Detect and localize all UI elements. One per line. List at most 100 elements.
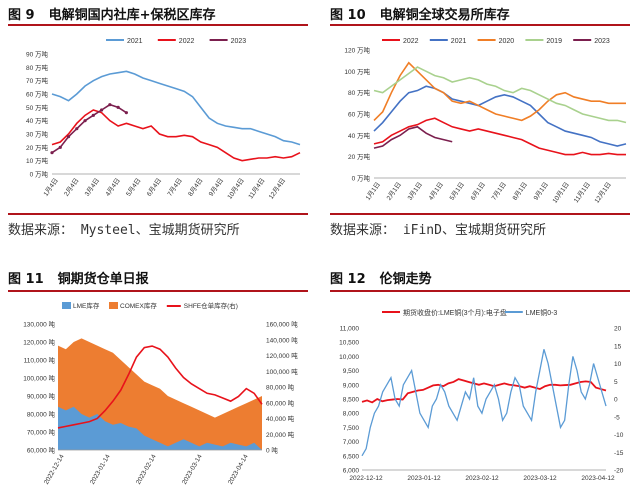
xtick-label-2: 3月4日: [83, 177, 101, 198]
xtick-label-11: 12月1日: [593, 181, 613, 205]
ytick-right-label-0: 0 吨: [266, 446, 278, 455]
figure-11-title: 图 11 铜期货仓单日报: [8, 268, 149, 287]
ytick-label-1: 10 万吨: [26, 156, 49, 165]
ytick-right-label-3: 60,000 吨: [266, 398, 295, 407]
series-point-2023-9: [124, 111, 128, 115]
ytick-left-label-7: 9,500: [343, 368, 360, 375]
xtick-label-1: 2023-01-12: [407, 475, 441, 482]
figure-12-chart: 6,000 6,500 7,000 7,500 8,000 8,500 9,000 9,500…: [339, 308, 624, 482]
xtick-label-10: 11月1日: [572, 181, 592, 205]
chart0-legend-label-1: 2022: [179, 38, 195, 45]
series-point-2023-3: [75, 127, 79, 131]
figure-11-heading: 铜期货仓单日报: [57, 272, 149, 287]
xtick-label-7: 8月1日: [511, 181, 529, 202]
ytick-label-4: 80 万吨: [348, 88, 371, 97]
series-line-2023: [373, 125, 453, 149]
ytick-label-5: 100 万吨: [344, 67, 370, 76]
xtick-label-0: 2022-12-14: [43, 453, 66, 486]
figure-12-number: 图 12: [330, 272, 366, 287]
ytick-label-6: 120 万吨: [344, 46, 370, 55]
ytick-left-label-2: 80,000 吨: [27, 410, 56, 419]
xtick-label-9: 10月1日: [551, 181, 571, 205]
figure-11-number: 图 11: [8, 272, 44, 287]
ytick-label-5: 50 万吨: [26, 103, 49, 112]
series-area-COMEX库存: [58, 338, 262, 450]
ytick-right-label-5: 5: [614, 379, 618, 386]
xtick-label-3: 2023-03-14: [181, 453, 204, 486]
xtick-label-0: 1月4日: [42, 177, 60, 198]
figure-9-chart: 0 万吨 10 万吨 20 万吨 30 万吨 40 万吨 50 万吨 60 万吨 70 万吨 8…: [26, 38, 301, 201]
ytick-right-label-4: 80,000 吨: [266, 383, 295, 392]
ytick-right-label-2: 40,000 吨: [266, 414, 295, 423]
series-line-2020: [373, 61, 626, 122]
ytick-left-label-0: 6,000: [343, 468, 360, 475]
figure-10-source-rule: [330, 213, 630, 215]
ytick-label-8: 80 万吨: [26, 63, 49, 72]
xtick-label-5: 6月4日: [145, 177, 163, 198]
ytick-right-label-3: -5: [614, 414, 620, 421]
xtick-label-10: 11月4日: [247, 177, 267, 201]
xtick-label-4: 2023-04-14: [227, 453, 250, 486]
figure-10-heading: 电解铜全球交易所库存: [379, 8, 510, 23]
ytick-right-label-7: 140,000 吨: [266, 335, 298, 344]
figure-11-panel: 图 11 铜期货仓单日报 60,000 吨 70,000 吨 80,000 吨 90,0…: [0, 262, 310, 492]
xtick-label-3: 4月4日: [104, 177, 122, 198]
chart1-legend-label-2: 2020: [499, 38, 515, 45]
xtick-label-2: 3月1日: [406, 181, 424, 202]
xtick-label-4: 5月4日: [124, 177, 142, 198]
ytick-label-4: 40 万吨: [26, 116, 49, 125]
ytick-label-9: 90 万吨: [26, 50, 49, 59]
ytick-left-label-5: 110,000 吨: [24, 356, 56, 365]
chart2-legend-swatch-1: [109, 302, 118, 309]
ytick-right-label-1: 20,000 吨: [266, 430, 295, 439]
ytick-label-7: 70 万吨: [26, 76, 49, 85]
ytick-left-label-6: 120,000 吨: [23, 338, 55, 347]
series-point-2023-5: [91, 113, 95, 117]
figure-9-panel: 图 9 电解铜国内社库+保税区库存 0 万吨 10 万吨 20 万吨 30 万吨 40 万…: [0, 0, 310, 240]
series-point-2023-2: [66, 135, 71, 139]
ytick-label-0: 0 万吨: [352, 174, 371, 183]
chart1-legend-label-3: 2019: [546, 38, 562, 45]
xtick-label-11: 12月4日: [267, 177, 287, 201]
ytick-left-label-10: 11,000: [340, 326, 360, 333]
ytick-label-2: 20 万吨: [26, 143, 49, 152]
chart0-legend-label-2: 2023: [231, 38, 247, 45]
ytick-right-label-6: 120,000 吨: [266, 351, 298, 360]
series-line-2021: [373, 85, 627, 147]
chart3-legend-label-1: LME铜0-3: [526, 308, 558, 317]
figure-10-title-rule: [330, 24, 630, 26]
xtick-label-4: 5月1日: [448, 181, 466, 202]
series-point-2023-4: [83, 119, 87, 123]
chart3-legend-label-0: 期货收盘价:LME铜(3个月):电子盘: [403, 308, 507, 317]
xtick-label-2: 2023-02-12: [465, 475, 499, 482]
ytick-left-label-8: 10,000: [339, 354, 359, 361]
ytick-label-3: 30 万吨: [26, 130, 49, 139]
ytick-left-label-1: 6,500: [343, 453, 360, 460]
xtick-label-9: 10月4日: [226, 177, 246, 201]
series-point-2023-7: [108, 103, 112, 107]
figure-9-number: 图 9: [8, 8, 35, 23]
figure-12-heading: 伦铜走势: [379, 272, 432, 287]
ytick-label-6: 60 万吨: [26, 90, 49, 99]
series-line-LME铜0-3: [361, 349, 607, 457]
chart2-legend-swatch-0: [62, 302, 71, 309]
figure-9-source: 数据来源： Mysteel、宝城期货研究所: [8, 223, 240, 238]
ytick-left-label-1: 70,000 吨: [27, 428, 56, 437]
figure-9-title-rule: [8, 24, 308, 26]
xtick-label-6: 7月1日: [490, 181, 508, 202]
xtick-label-0: 1月1日: [364, 181, 382, 202]
ytick-label-3: 60 万吨: [348, 110, 371, 119]
ytick-right-label-1: -15: [614, 450, 624, 457]
figure-10-number: 图 10: [330, 8, 366, 23]
figure-12-title-rule: [330, 290, 630, 292]
figure-10-title: 图 10 电解铜全球交易所库存: [330, 4, 510, 23]
ytick-left-label-4: 8,000: [343, 411, 360, 418]
series-line-2022: [373, 117, 626, 156]
xtick-label-5: 6月1日: [469, 181, 487, 202]
series-line-2019: [373, 66, 627, 124]
xtick-label-1: 2月4日: [62, 177, 80, 198]
xtick-label-0: 2022-12-12: [349, 475, 383, 482]
figure-11-chart: 60,000 吨 70,000 吨 80,000 吨 90,000 吨 100,000 …: [23, 301, 298, 486]
chart1-legend-label-1: 2021: [451, 38, 467, 45]
chart1-legend-label-0: 2022: [403, 38, 419, 45]
